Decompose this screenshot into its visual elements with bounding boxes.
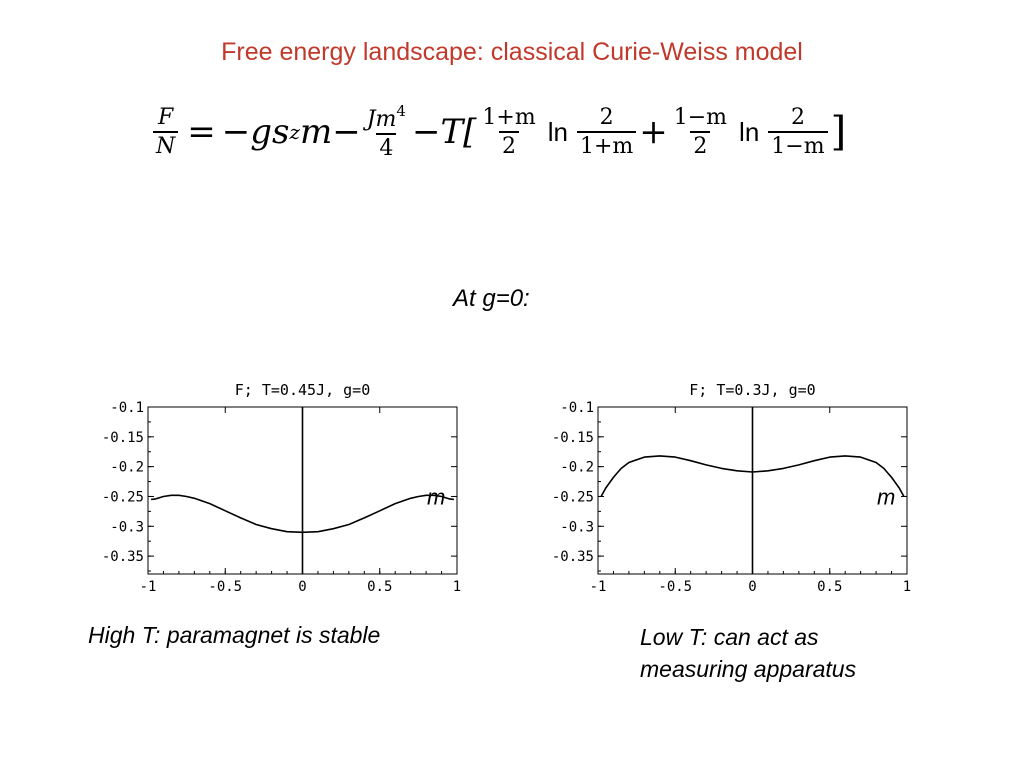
x-tick-label: 0.5 [817,579,842,595]
quartic-denominator: 4 [376,133,397,160]
x-axis-label: m [877,484,895,509]
closing-bracket: ] [830,109,847,155]
log-arg-plus-fraction: 2 1+m [576,104,637,158]
y-tick-label: -0.2 [110,460,144,476]
log-arg-plus-denominator: 1+m [576,131,637,158]
chart-title: F; T=0.45J, g=0 [235,381,370,399]
ln-operator: ln [547,116,568,147]
y-tick-label: -0.35 [552,549,594,565]
x-tick-label: -0.5 [208,579,242,595]
quartic-fraction: Jm4 4 [364,101,409,160]
quartic-numerator-text: Jm [366,106,397,132]
term-field-subscript: z [289,120,300,144]
y-tick-label: -0.3 [110,519,144,535]
y-tick-label: -0.35 [102,549,144,565]
term-field: −gs [221,112,290,152]
log-arg-minus-fraction: 2 1−m [768,104,828,158]
lhs-fraction: F N [153,104,179,158]
y-tick-label: -0.15 [552,430,594,446]
minus-half-numerator: 1−m [673,104,728,130]
plot-high-t-svg: F; T=0.45J, g=0 -0.1 -0.15 -0.2 -0.25 -0.3 -0.… [102,381,461,595]
quartic-numerator: Jm4 [364,101,409,133]
quartic-exponent: 4 [396,101,406,120]
series-line [151,494,454,534]
x-tick-label: 0 [298,579,306,595]
y-tick-label: -0.1 [560,400,594,416]
plus-half-numerator: 1+m [482,104,536,130]
x-tick-label: -1 [590,579,607,595]
equals-sign: = [187,112,216,152]
x-tick-label: 0 [748,579,756,595]
plus-half-fraction: 1+m 2 [479,106,538,158]
x-tick-label: -0.5 [658,579,692,595]
y-tick-label: -0.15 [102,430,144,446]
x-axis-label: m [427,484,445,509]
plot-low-t-svg: F; T=0.3J, g=0 -0.1 -0.15 -0.2 -0.25 -0.3 -0.3… [552,381,911,595]
plus-sign: + [639,112,668,152]
x-tick-label: 1 [903,579,911,595]
minus-half-fraction: 1−m 2 [671,106,730,158]
entropy-prefix: −T[ [411,112,477,152]
x-tick-label: 1 [453,579,461,595]
caption-high-t: High T: paramagnet is stable [88,622,381,648]
caption-low-t-line1: Low T: can act as [640,624,819,650]
log-arg-minus-denominator: 1−m [768,131,828,158]
lhs-denominator: N [153,131,179,158]
term-field-var: m− [300,112,361,152]
plot-high-t: F; T=0.45J, g=0 -0.1 -0.15 -0.2 -0.25 -0.3 -0.… [60,378,480,598]
slide-title: Free energy landscape: classical Curie-W… [221,38,803,66]
log-arg-minus-numerator: 2 [790,104,805,130]
y-tick-label: -0.1 [110,400,144,416]
log-arg-plus-numerator: 2 [599,104,614,130]
y-tick-label: -0.3 [560,519,594,535]
lhs-numerator: F [157,104,174,130]
caption-low-t-line2: measuring apparatus [640,656,857,682]
caption-low-t: Low T: can act as measuring apparatus [640,621,856,685]
plot-low-t: F; T=0.3J, g=0 -0.1 -0.15 -0.2 -0.25 -0.3 -0.3… [510,378,930,598]
series-line [600,455,905,497]
chart-title: F; T=0.3J, g=0 [689,381,815,399]
x-tick-label: -1 [140,579,157,595]
free-energy-formula: F N = −gs z m− Jm4 4 −T[ 1+m 2 ln 2 1+m + … [150,96,846,168]
x-tick-label: 0.5 [367,579,392,595]
y-tick-label: -0.25 [102,489,144,505]
ln-operator-2: ln [739,116,760,147]
subheading: At g=0: [453,285,530,312]
minus-half-denominator: 2 [690,131,711,158]
y-tick-label: -0.25 [552,489,594,505]
y-tick-label: -0.2 [560,460,594,476]
plus-half-denominator: 2 [499,131,520,158]
